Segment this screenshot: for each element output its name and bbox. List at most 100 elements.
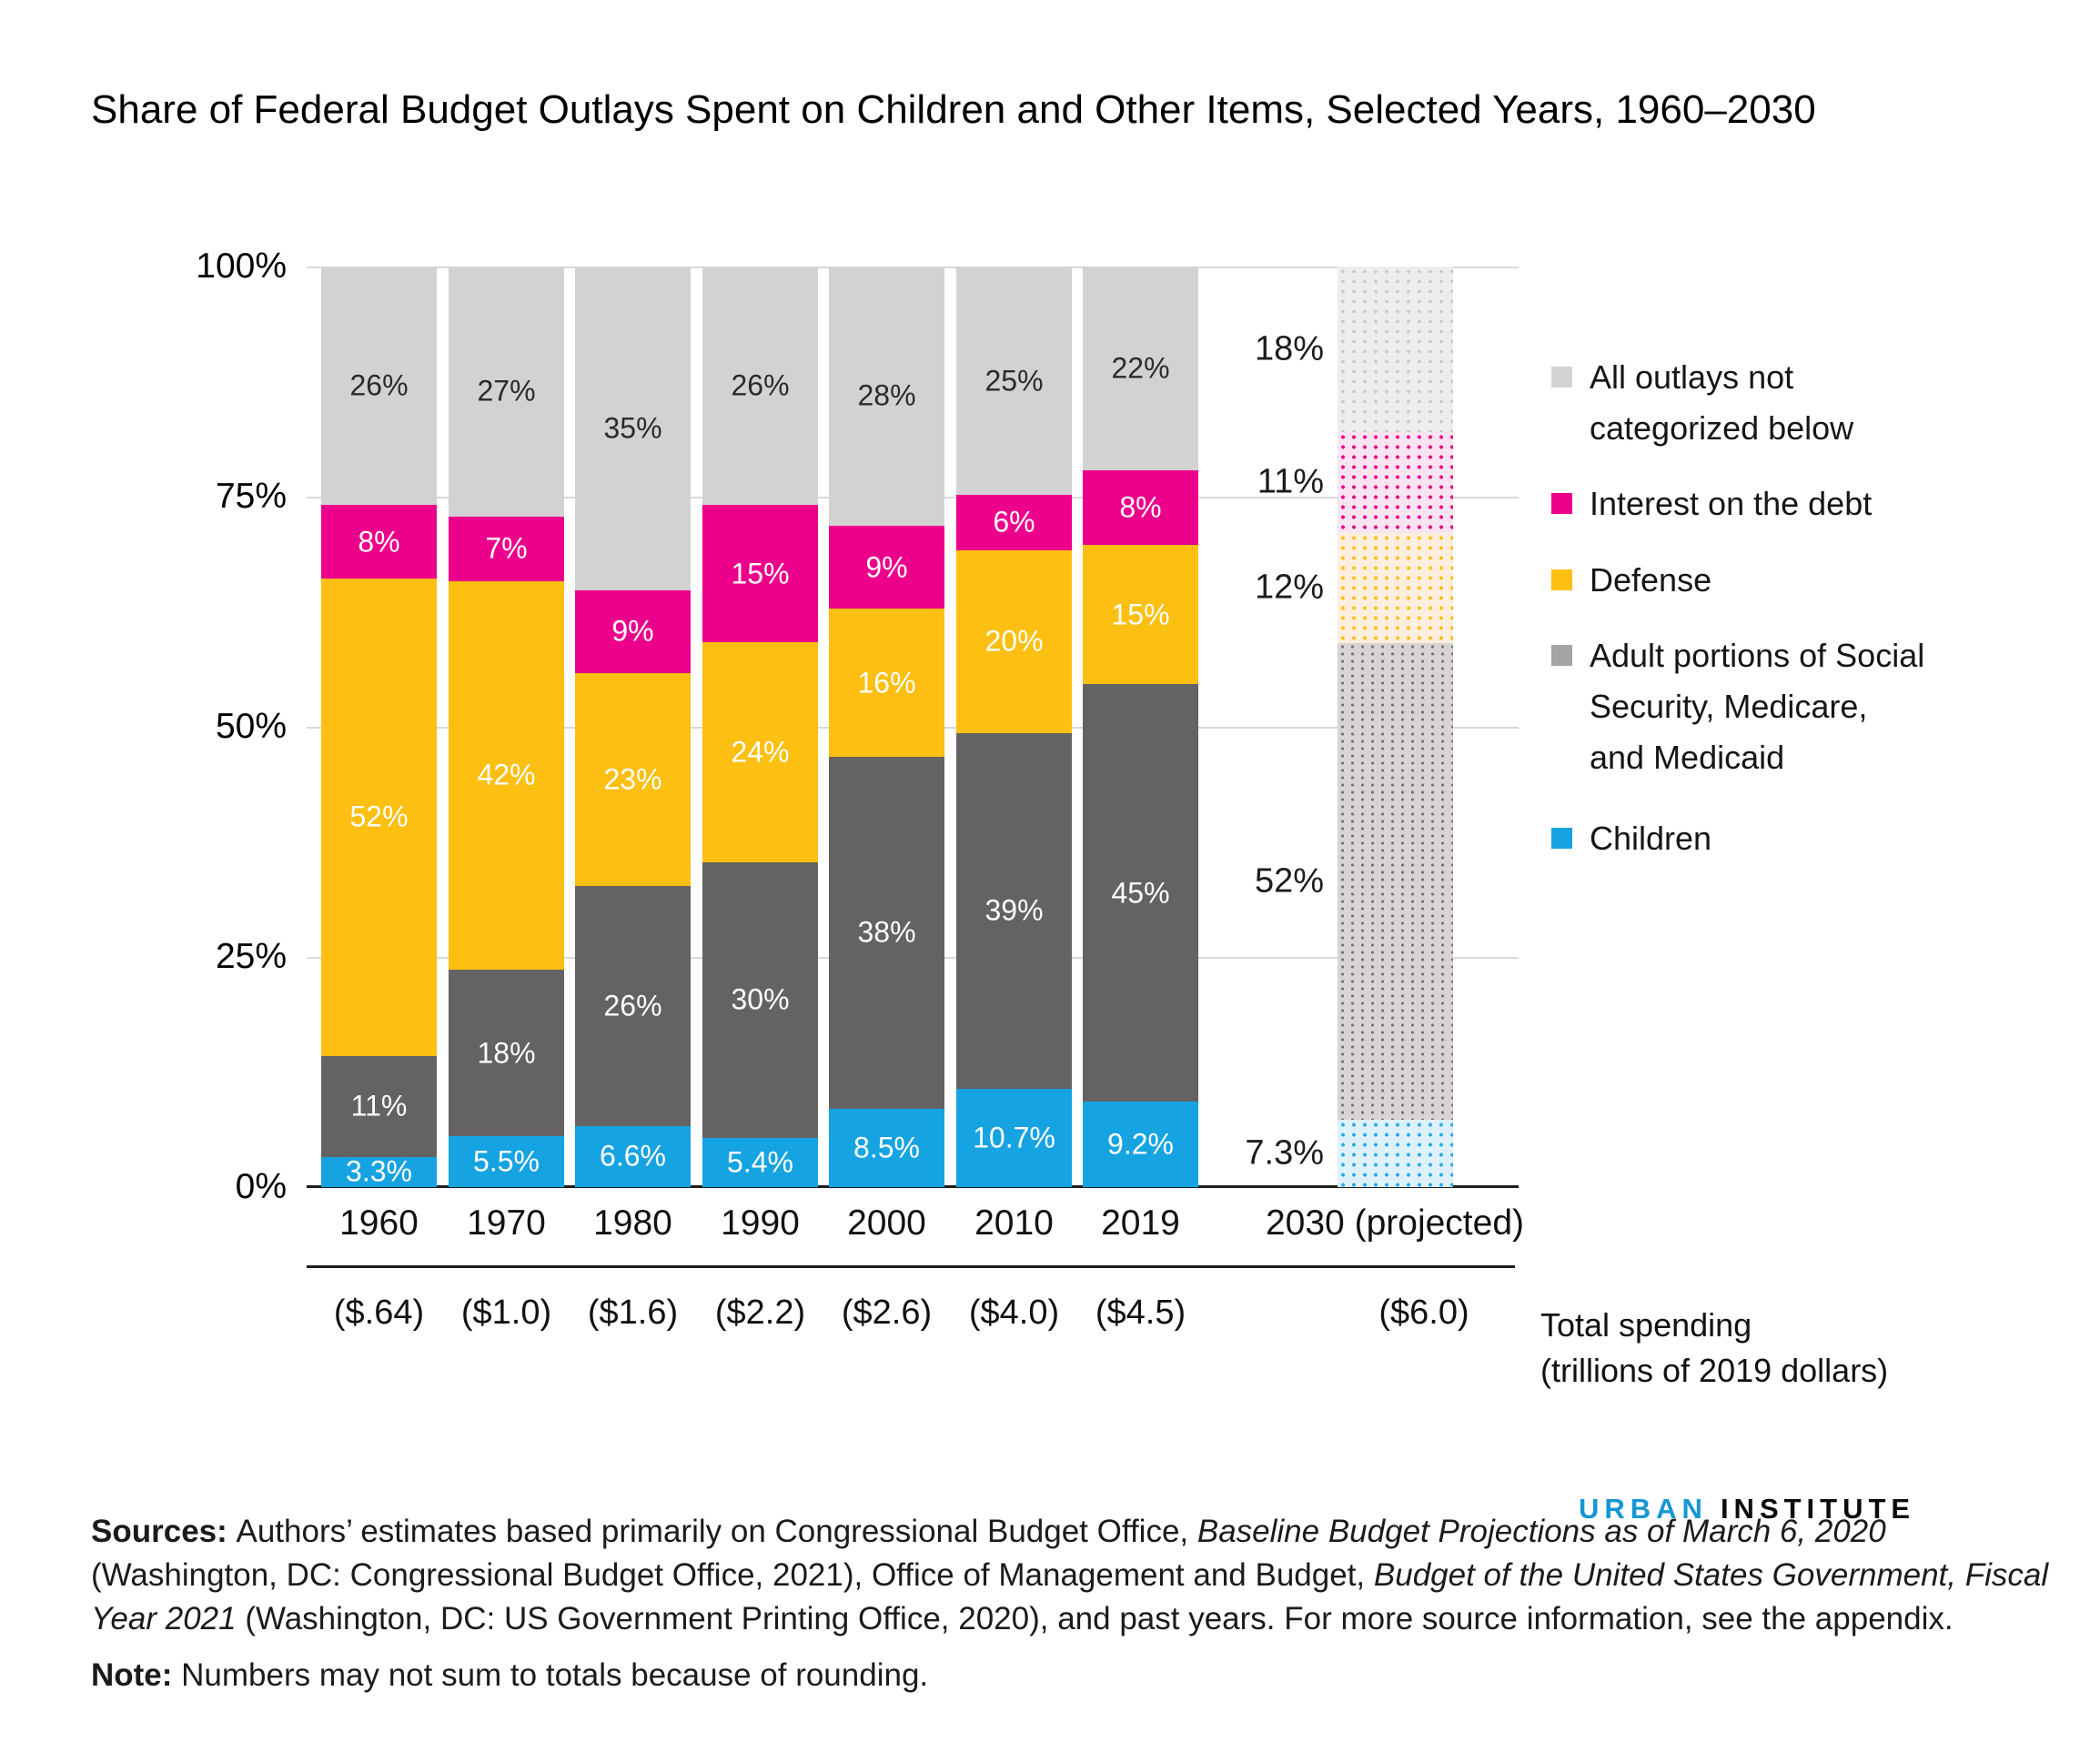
segment-value-label: 22% — [1111, 351, 1170, 385]
segment-value-label: 39% — [984, 893, 1044, 927]
segment-value-label: 26% — [731, 368, 790, 402]
legend-label-line: Adult portions of Social — [1590, 637, 1925, 674]
bar-segment-defense — [1338, 532, 1453, 643]
total-spending-value: ($.64) — [333, 1294, 425, 1332]
legend-item: Interest on the debt — [1551, 478, 1872, 529]
x-axis-year-label: 2010 — [974, 1203, 1054, 1243]
bar-segment-other: 26% — [321, 267, 437, 506]
text-segment: Note: — [91, 1657, 182, 1693]
segment-value-label: 15% — [1111, 598, 1170, 631]
segment-value-label: 9% — [611, 614, 654, 648]
x-axis-year-label: 2000 — [847, 1203, 926, 1243]
bar-segment-children: 5.5% — [449, 1136, 564, 1187]
bar-segment-defense: 52% — [321, 579, 437, 1056]
bar-1990: 26% 15% 24% 30% 5.4% — [702, 267, 818, 1187]
legend-label: Defense — [1590, 555, 1711, 606]
x-axis-year-label: 1990 — [721, 1203, 800, 1243]
legend-label-line: Security, Medicare, — [1590, 688, 1868, 725]
legend-label: Children — [1590, 813, 1711, 864]
text-segment: Year 2021 — [91, 1601, 237, 1636]
total-spending-value: ($6.0) — [1378, 1294, 1469, 1332]
total-spending-value: ($2.6) — [841, 1294, 933, 1332]
bar-segment-adult: 11% — [321, 1055, 437, 1157]
sources-text-line: Year 2021 (Washington, DC: US Government… — [91, 1601, 1954, 1637]
bar-segment-interest: 8% — [321, 505, 437, 579]
bar-segment-children: 10.7% — [956, 1089, 1072, 1187]
bar-segment-adult: 39% — [956, 732, 1072, 1090]
total-spending-caption: Total spending (trillions of 2019 dollar… — [1540, 1303, 1888, 1394]
bar-segment-adult: 26% — [575, 885, 691, 1126]
segment-value-label: 26% — [349, 368, 409, 402]
legend-label: All outlays not categorized below — [1590, 352, 1853, 454]
bar-segment-children: 5.4% — [702, 1137, 818, 1187]
total-spending-caption-line1: Total spending — [1540, 1306, 1752, 1344]
segment-value-label: 8% — [1119, 490, 1162, 524]
logo-word-urban: URBAN — [1579, 1493, 1708, 1525]
legend-label: Interest on the debt — [1590, 478, 1872, 529]
segment-value-label: 15% — [731, 557, 790, 590]
segment-value-label: 7% — [485, 531, 528, 565]
text-segment: Numbers may not sum to totals because of… — [181, 1657, 929, 1693]
segment-value-label: 30% — [731, 982, 790, 1016]
sources-text-line: (Washington, DC: Congressional Budget Of… — [91, 1557, 2048, 1594]
bar-segment-other: 25% — [956, 267, 1072, 496]
total-spending-caption-line2: (trillions of 2019 dollars) — [1540, 1352, 1889, 1389]
spending-row-separator-line — [307, 1265, 1515, 1268]
bar-segment-defense: 42% — [449, 580, 564, 970]
x-axis-year-label: 1980 — [593, 1203, 672, 1243]
segment-value-label: 5.4% — [727, 1145, 793, 1179]
bar-1970: 27% 7% 42% 18% 5.5% — [449, 267, 564, 1187]
bar-2010: 25% 6% 20% 39% 10.7% — [956, 267, 1072, 1187]
y-axis-tick-label: 50% — [215, 707, 287, 746]
bar-segment-children — [1338, 1120, 1453, 1187]
bar-segment-other: 22% — [1083, 267, 1198, 471]
text-segment: (Washington, DC: Congressional Budget Of… — [91, 1557, 1374, 1593]
logo-word-institute: INSTITUTE — [1720, 1493, 1916, 1525]
segment-value-label: 9.2% — [1107, 1127, 1174, 1161]
bar-segment-interest: 9% — [829, 525, 944, 609]
legend-item: Adult portions of Social Security, Medica… — [1551, 630, 1924, 783]
bar-segment-adult: 30% — [702, 862, 818, 1138]
bar-1980: 35% 9% 23% 26% 6.6% — [575, 267, 691, 1187]
legend-item: Children — [1551, 813, 1711, 864]
bar-segment-defense: 20% — [956, 549, 1072, 733]
y-axis-tick-label: 25% — [215, 937, 287, 976]
sources-text-line: Sources: Authors’ estimates based primar… — [91, 1514, 1886, 1550]
legend-label-line: and Medicaid — [1590, 739, 1785, 776]
legend-swatch — [1551, 493, 1572, 514]
total-spending-value: ($2.2) — [714, 1294, 806, 1332]
legend-label-line: All outlays not — [1590, 358, 1794, 396]
segment-value-label: 16% — [857, 666, 916, 700]
segment-value-label: 45% — [1111, 876, 1170, 910]
segment-value-label: 24% — [731, 735, 790, 769]
bar-segment-defense: 16% — [829, 609, 944, 758]
bar-segment-defense: 24% — [702, 642, 818, 863]
legend-item: All outlays not categorized below — [1551, 352, 1853, 454]
segment-value-label: 23% — [603, 762, 662, 796]
bar-2030-projected- — [1338, 267, 1453, 1187]
legend-item: Defense — [1551, 555, 1711, 606]
segment-value-label: 9% — [865, 550, 908, 584]
x-axis-year-label: 1970 — [467, 1203, 546, 1243]
bar-segment-adult: 18% — [449, 969, 564, 1137]
bar-segment-other — [1338, 267, 1453, 432]
text-segment: (Washington, DC: US Government Printing … — [236, 1601, 1954, 1636]
bar-2019: 22% 8% 15% 45% 9.2% — [1083, 267, 1198, 1187]
segment-value-label: 26% — [603, 989, 662, 1022]
x-axis-year-label: 2030 (projected) — [1265, 1203, 1525, 1243]
bar-segment-interest: 15% — [702, 505, 818, 643]
bar-segment-interest: 9% — [575, 589, 691, 674]
total-spending-value: ($4.5) — [1095, 1294, 1186, 1332]
page-title: Share of Federal Budget Outlays Spent on… — [91, 87, 1816, 132]
bar-segment-interest — [1338, 431, 1453, 533]
bar-segment-interest: 8% — [1083, 470, 1198, 546]
total-spending-value: ($4.0) — [968, 1294, 1060, 1332]
bar-segment-children: 8.5% — [829, 1108, 944, 1187]
x-axis-year-label: 1960 — [339, 1203, 419, 1243]
y-axis-tick-label: 75% — [215, 477, 287, 516]
bar-segment-other: 27% — [449, 267, 564, 517]
segment-value-label: 20% — [984, 624, 1044, 658]
text-segment: Budget of the United States Government, … — [1373, 1557, 2049, 1593]
bar-segment-defense: 15% — [1083, 545, 1198, 685]
bar-2000: 28% 9% 16% 38% 8.5% — [829, 267, 944, 1187]
